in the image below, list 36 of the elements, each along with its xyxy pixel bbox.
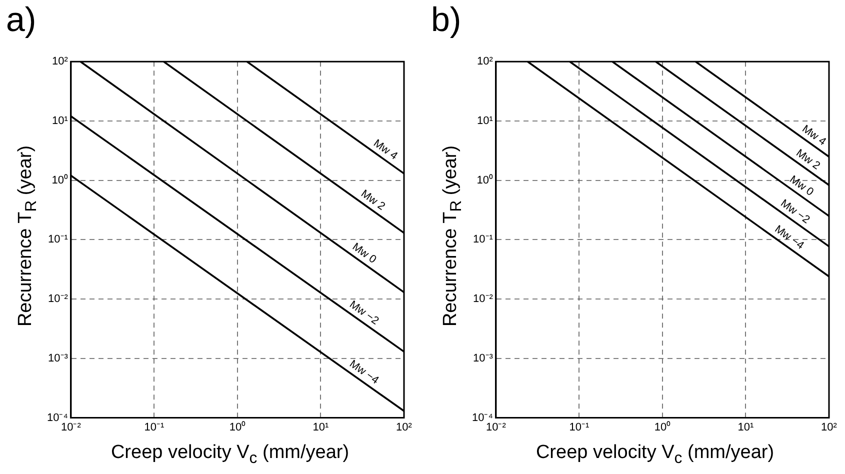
- y-tick-label: 10⁻²: [48, 293, 68, 306]
- x-axis-title: Creep velocity V$_{c}$ (mm/year): [110, 442, 350, 468]
- y-tick-label: 10⁻³: [473, 352, 494, 364]
- text: Mw 4: [800, 123, 828, 148]
- text: Mw 4: [371, 137, 400, 162]
- x-tick-label: 10⁻¹: [144, 421, 165, 434]
- text: Mw 0: [350, 240, 378, 266]
- x-tick-label: 10²: [821, 421, 838, 434]
- x-tick-label: 10⁰: [654, 420, 671, 434]
- y-tick-label: 10²: [52, 56, 68, 68]
- y-tick-label: 10¹: [52, 115, 68, 127]
- text: Mw −2: [347, 298, 381, 328]
- x-tick-label: 10⁻²: [61, 421, 82, 434]
- y-tick-label: 10⁻⁴: [472, 412, 494, 424]
- y-tick-label: 10⁻¹: [473, 234, 494, 246]
- y-tick-label: 10⁰: [476, 173, 493, 186]
- y-tick-label: 10²: [477, 56, 494, 68]
- y-tick-label: 10¹: [477, 115, 494, 127]
- chart-title: b): [431, 0, 462, 40]
- x-tick-label: 10⁻²: [486, 421, 506, 434]
- y-tick-label: 10⁻³: [48, 352, 68, 364]
- chart-title: a): [6, 0, 36, 40]
- x-tick-label: 10²: [396, 421, 412, 434]
- x-tick-label: 10¹: [738, 421, 754, 434]
- y-tick-label: 10⁰: [52, 173, 68, 186]
- x-axis-title: Creep velocity V$_{c}$ (mm/year): [534, 442, 776, 468]
- y-tick-label: 10⁻²: [473, 293, 494, 306]
- x-tick-label: 10¹: [312, 421, 330, 434]
- text: Mw 0: [787, 173, 816, 199]
- text: Mw 2: [358, 188, 388, 213]
- x-tick-label: 10⁰: [229, 420, 246, 434]
- text: Mw −4: [347, 358, 381, 387]
- text: Mw 2: [794, 147, 822, 172]
- y-tick-label: 10⁻⁴: [46, 412, 68, 424]
- x-tick-label: 10⁻¹: [569, 421, 590, 434]
- y-tick-label: 10⁻¹: [48, 234, 68, 246]
